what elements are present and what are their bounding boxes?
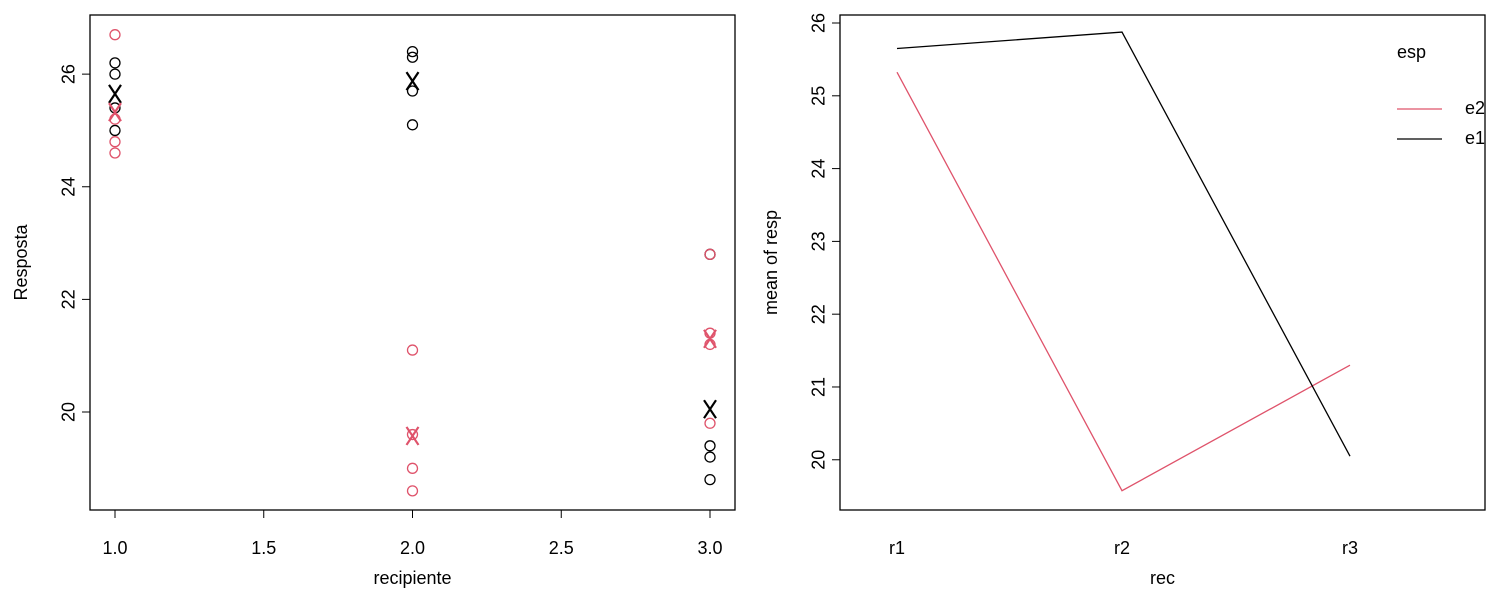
- x-tick-label: 3.0: [697, 538, 722, 558]
- point: [704, 417, 716, 429]
- point: [109, 136, 121, 148]
- point: [704, 248, 716, 260]
- point: [109, 68, 121, 80]
- point: [406, 51, 419, 63]
- legend-label: e2: [1465, 98, 1485, 118]
- mean-marker: [703, 329, 717, 349]
- y-tick-label: 26: [809, 13, 829, 33]
- mean-marker: [108, 84, 122, 104]
- y-tick-label: 20: [59, 402, 79, 422]
- point: [704, 440, 716, 452]
- y-tick-label: 20: [809, 450, 829, 470]
- x-axis-label: rec: [1150, 568, 1175, 588]
- legend-title: esp: [1397, 42, 1426, 62]
- plot-frame: [839, 14, 1486, 511]
- y-tick-label: 26: [59, 64, 79, 84]
- x-tick-label: 1.5: [251, 538, 276, 558]
- point: [406, 45, 419, 58]
- point: [704, 451, 716, 463]
- x-tick-label: r1: [889, 538, 905, 558]
- y-axis-label: Resposta: [11, 223, 31, 300]
- mean-marker: [703, 399, 717, 419]
- x-axis-label: recipiente: [373, 568, 451, 588]
- point: [704, 473, 716, 486]
- mean-marker: [405, 71, 420, 91]
- y-axis-label: mean of resp: [761, 210, 781, 315]
- point: [406, 85, 419, 97]
- y-tick-label: 21: [809, 377, 829, 397]
- series-line: [896, 31, 1351, 457]
- x-tick-label: 2.5: [549, 538, 574, 558]
- point: [109, 57, 121, 69]
- mean-marker: [108, 102, 122, 122]
- y-tick-label: 22: [809, 304, 829, 324]
- legend-label: e1: [1465, 128, 1485, 148]
- point: [109, 124, 121, 137]
- y-tick-label: 23: [809, 231, 829, 251]
- series-line: [896, 71, 1351, 492]
- x-tick-label: 2.0: [400, 538, 425, 558]
- point: [406, 119, 419, 131]
- mean-marker: [405, 426, 420, 446]
- point: [406, 485, 419, 497]
- point: [109, 29, 121, 41]
- y-tick-label: 22: [59, 289, 79, 309]
- point: [406, 428, 419, 441]
- y-tick-label: 25: [809, 86, 829, 106]
- x-tick-label: r3: [1342, 538, 1358, 558]
- y-tick-label: 24: [59, 177, 79, 197]
- x-tick-label: r2: [1114, 538, 1130, 558]
- y-tick-label: 24: [809, 159, 829, 179]
- point: [406, 344, 419, 356]
- x-tick-label: 1.0: [102, 538, 127, 558]
- point: [109, 147, 121, 159]
- point: [406, 462, 419, 474]
